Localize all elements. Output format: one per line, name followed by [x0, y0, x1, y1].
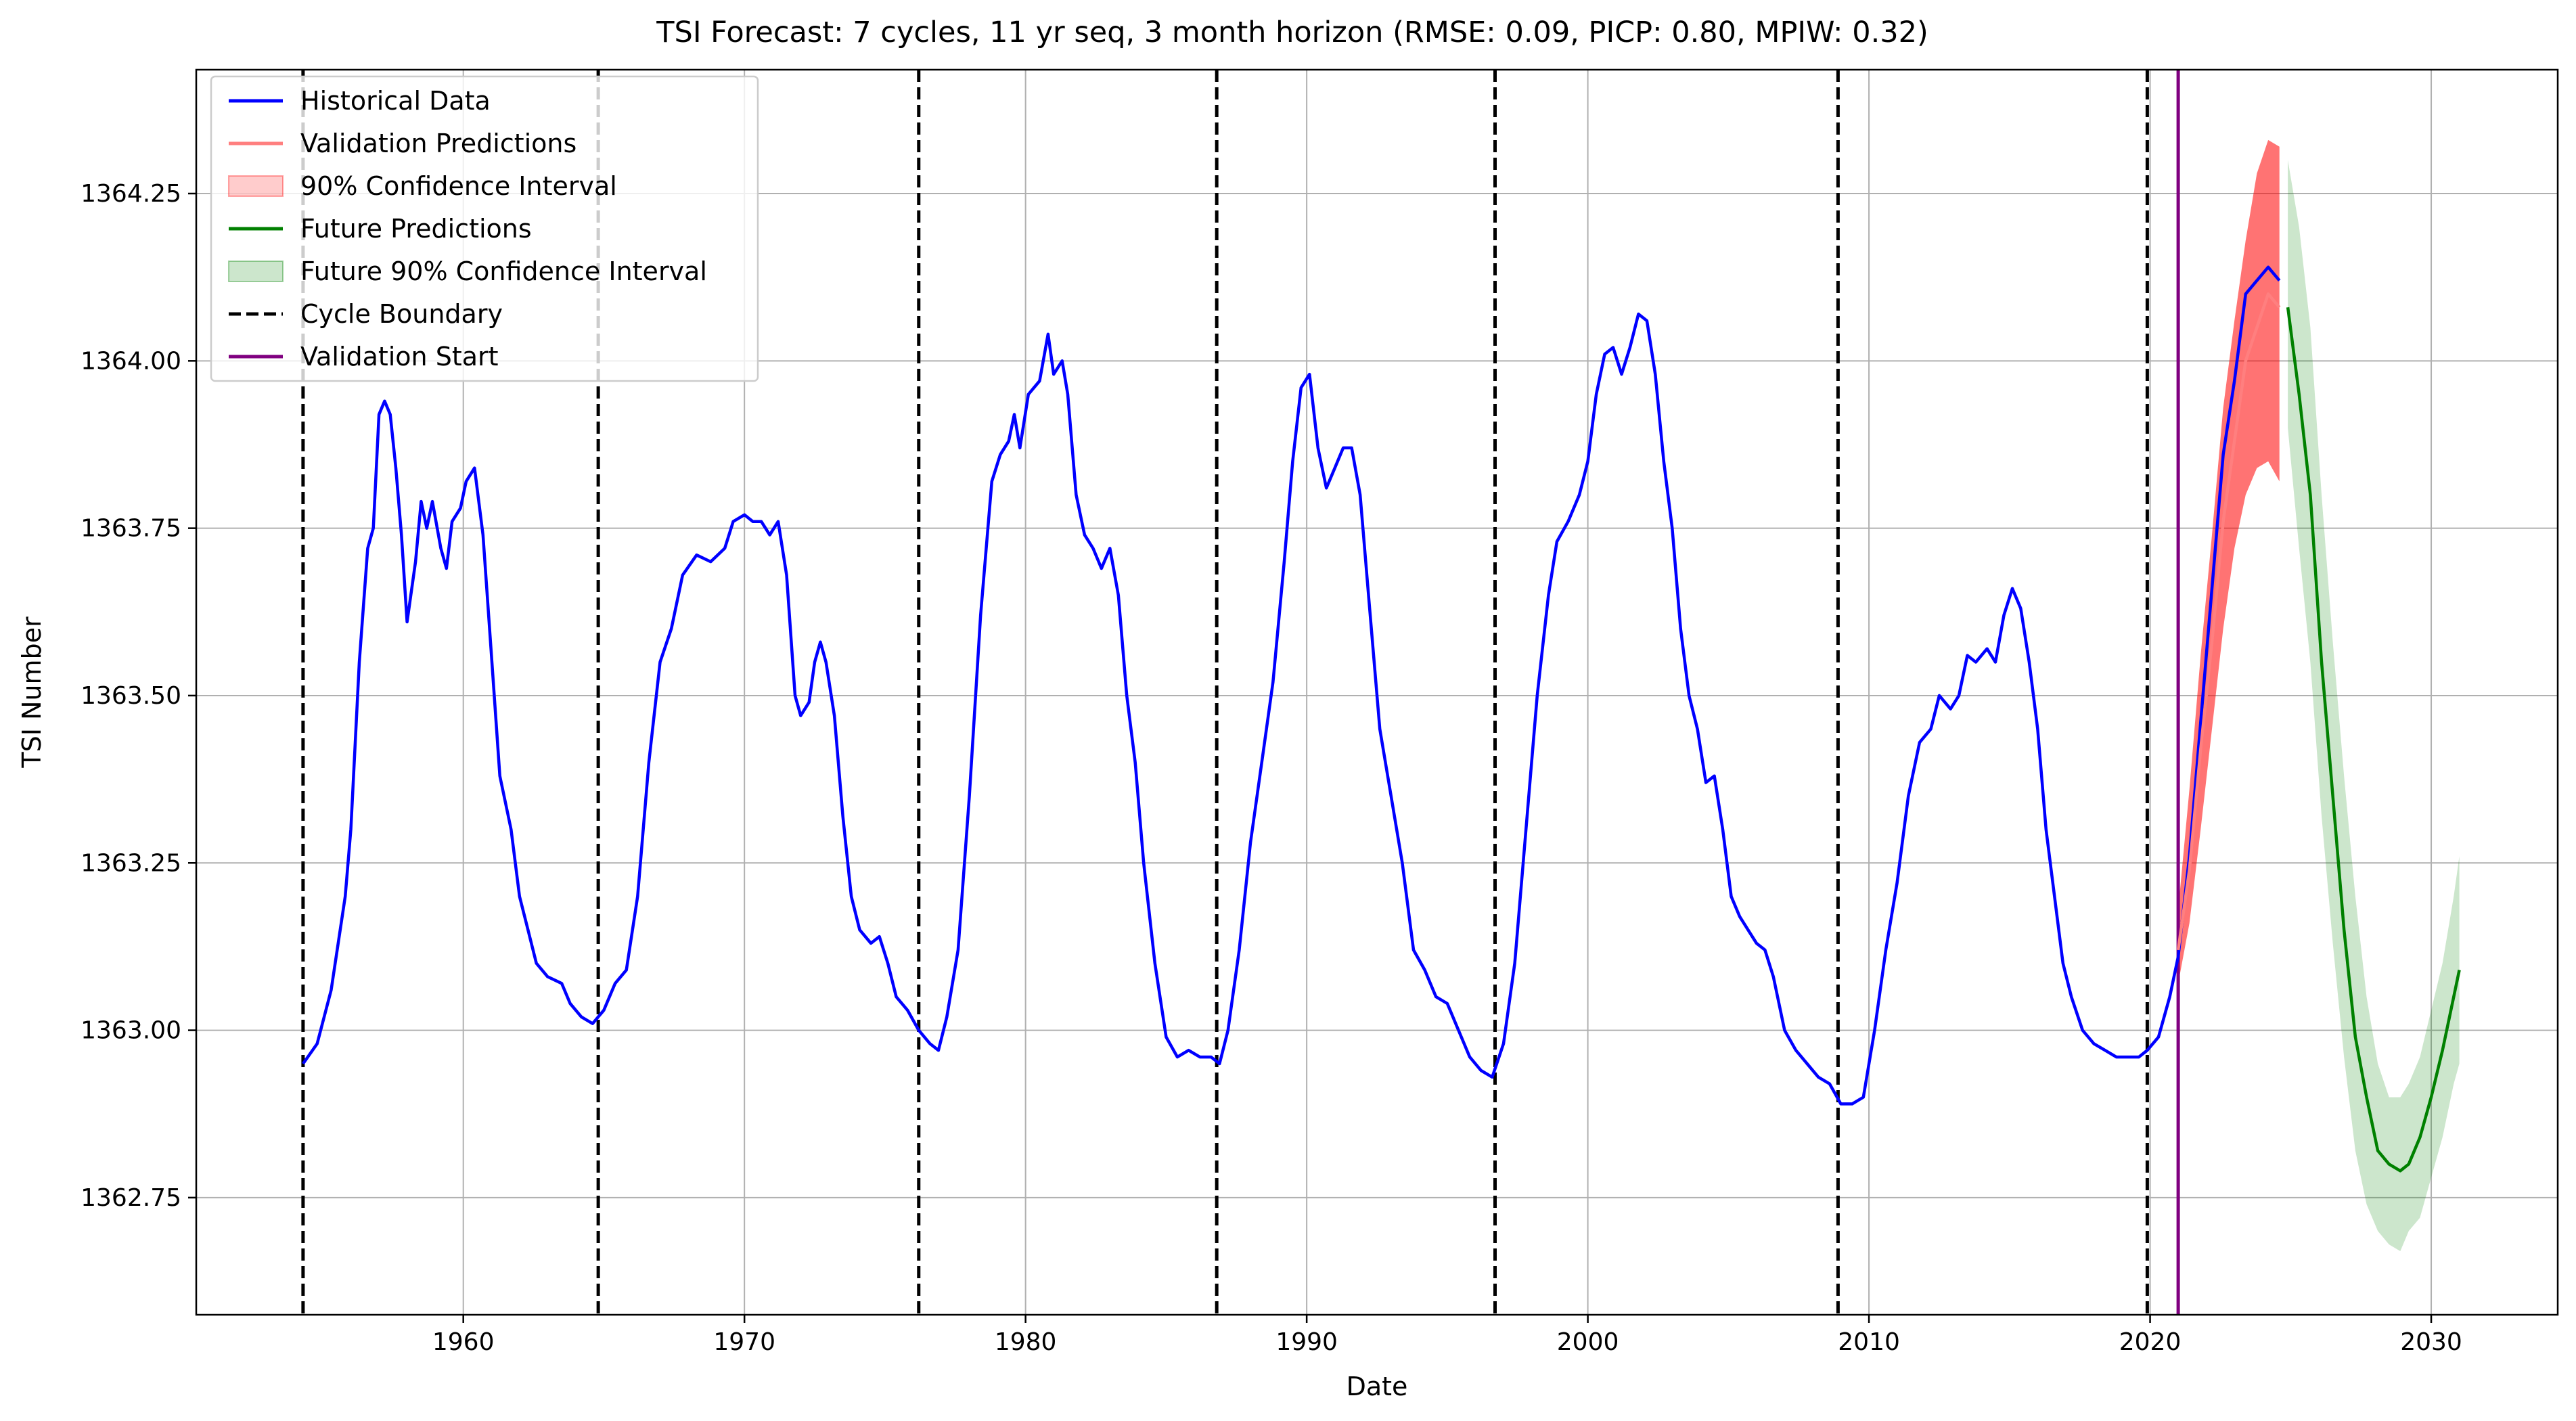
legend-label: Future 90% Confidence Interval: [300, 256, 707, 286]
legend-label: Historical Data: [300, 86, 491, 116]
x-tick-label: 1970: [713, 1328, 775, 1356]
series-lines: [302, 265, 2461, 1173]
x-tick-label: 2000: [1557, 1328, 1619, 1356]
y-tick-label: 1363.50: [81, 682, 181, 710]
x-tick-label: 1960: [432, 1328, 495, 1356]
series-line: [2286, 307, 2461, 1173]
legend-swatch: [228, 175, 284, 197]
x-tick-label: 2010: [1838, 1328, 1900, 1356]
x-tick-label: 1980: [995, 1328, 1057, 1356]
x-tick-label: 2030: [2400, 1328, 2462, 1356]
series-line: [2176, 292, 2281, 951]
legend-label: Validation Start: [300, 342, 499, 371]
legend-label: Future Predictions: [300, 214, 532, 244]
confidence-band: [2178, 139, 2280, 984]
y-tick-label: 1364.00: [81, 347, 181, 375]
y-tick-label: 1363.75: [81, 515, 181, 543]
confidence-bands: [2178, 139, 2460, 1251]
cycle-boundaries: [301, 70, 2180, 1315]
y-axis-label: TSI Number: [17, 616, 47, 769]
plot-frame: [195, 68, 2559, 1316]
confidence-band: [2288, 160, 2460, 1251]
x-axis-label: Date: [1347, 1372, 1408, 1401]
series-line: [302, 265, 2281, 1106]
legend-swatch: [228, 261, 284, 282]
legend-label: Validation Predictions: [300, 129, 577, 158]
y-tick-label: 1363.00: [81, 1017, 181, 1045]
y-tick-label: 1362.75: [81, 1184, 181, 1212]
x-tick-label: 1990: [1275, 1328, 1338, 1356]
legend-label: Cycle Boundary: [300, 299, 503, 329]
chart-title: TSI Forecast: 7 cycles, 11 yr seq, 3 mon…: [656, 16, 1928, 49]
legend-label: 90% Confidence Interval: [300, 171, 617, 201]
x-axis: 1960 1970 1980 1990 2000 2010 2020 2030: [432, 1315, 2462, 1356]
legend-box: [210, 75, 759, 382]
grid: [196, 70, 2558, 1315]
y-axis: 1362.75 1363.00 1363.25 1363.50 1363.75 1364.…: [81, 180, 196, 1212]
x-tick-label: 2020: [2119, 1328, 2182, 1356]
legend: Historical Data Validation Predictions 90%…: [210, 75, 759, 382]
y-tick-label: 1364.25: [81, 180, 181, 208]
y-tick-label: 1363.25: [81, 849, 181, 877]
